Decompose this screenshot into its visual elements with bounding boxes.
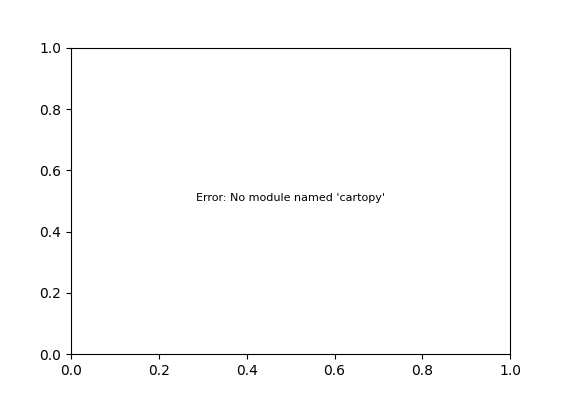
Text: Error: No module named 'cartopy': Error: No module named 'cartopy' xyxy=(196,193,385,203)
